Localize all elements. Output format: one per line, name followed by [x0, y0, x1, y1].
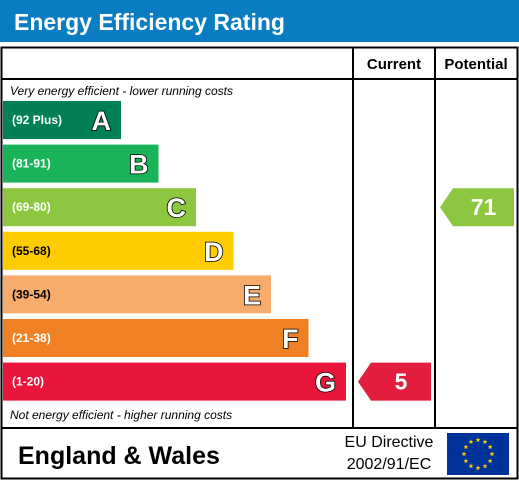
region-label: England & Wales	[18, 442, 220, 470]
band-range-a: (92 Plus)	[12, 113, 62, 127]
current-rating-marker-arrow	[358, 362, 431, 401]
band-letter-b: B	[129, 150, 149, 180]
band-letter-f: F	[282, 324, 299, 354]
potential-column-header: Potential	[444, 56, 507, 73]
potential-rating-marker-arrow	[440, 188, 514, 227]
band-c: (69-80) C	[3, 188, 196, 227]
band-letter-c: C	[167, 193, 187, 223]
band-bar-a	[3, 101, 121, 139]
band-bar-g	[3, 362, 346, 401]
current-rating-marker: 5	[358, 362, 431, 401]
directive-line-2: 2002/91/EC	[347, 456, 432, 473]
band-a: (92 Plus) A	[3, 101, 121, 139]
current-column-header: Current	[367, 56, 421, 73]
potential-rating-marker-value: 71	[471, 194, 497, 220]
band-bar-c	[3, 188, 196, 227]
band-range-c: (69-80)	[12, 200, 51, 214]
band-range-g: (1-20)	[12, 375, 44, 389]
band-letter-g: G	[315, 368, 336, 398]
band-range-b: (81-91)	[12, 157, 51, 171]
band-bar-f	[3, 319, 309, 357]
directive-line-1: EU Directive	[345, 434, 434, 451]
current-rating-marker-value: 5	[395, 369, 408, 395]
band-letter-e: E	[243, 280, 261, 310]
band-bar-b	[3, 144, 159, 183]
rating-bands: (92 Plus) A (81-91) B (69-80) C (55-68) D (39-54…	[3, 101, 346, 401]
band-range-f: (21-38)	[12, 331, 51, 345]
title-bar	[0, 0, 519, 42]
eu-flag-icon	[447, 433, 509, 475]
band-b: (81-91) B	[3, 144, 159, 183]
potential-rating-marker: 71	[440, 188, 514, 227]
bottom-note: Not energy efficient - higher running co…	[10, 408, 232, 422]
band-e: (39-54) E	[3, 275, 271, 314]
band-letter-a: A	[92, 106, 112, 136]
band-bar-e	[3, 275, 271, 314]
band-f: (21-38) F	[3, 319, 309, 357]
chart-title: Energy Efficiency Rating	[14, 9, 285, 35]
band-g: (1-20) G	[3, 362, 346, 401]
band-range-e: (39-54)	[12, 287, 51, 301]
band-d: (55-68) D	[3, 231, 234, 270]
chart-frame	[0, 46, 519, 480]
top-note: Very energy efficient - lower running co…	[10, 84, 233, 98]
band-range-d: (55-68)	[12, 244, 51, 258]
band-bar-d	[3, 231, 234, 270]
rating-markers: 5 71	[358, 188, 514, 401]
band-letter-d: D	[204, 237, 224, 267]
